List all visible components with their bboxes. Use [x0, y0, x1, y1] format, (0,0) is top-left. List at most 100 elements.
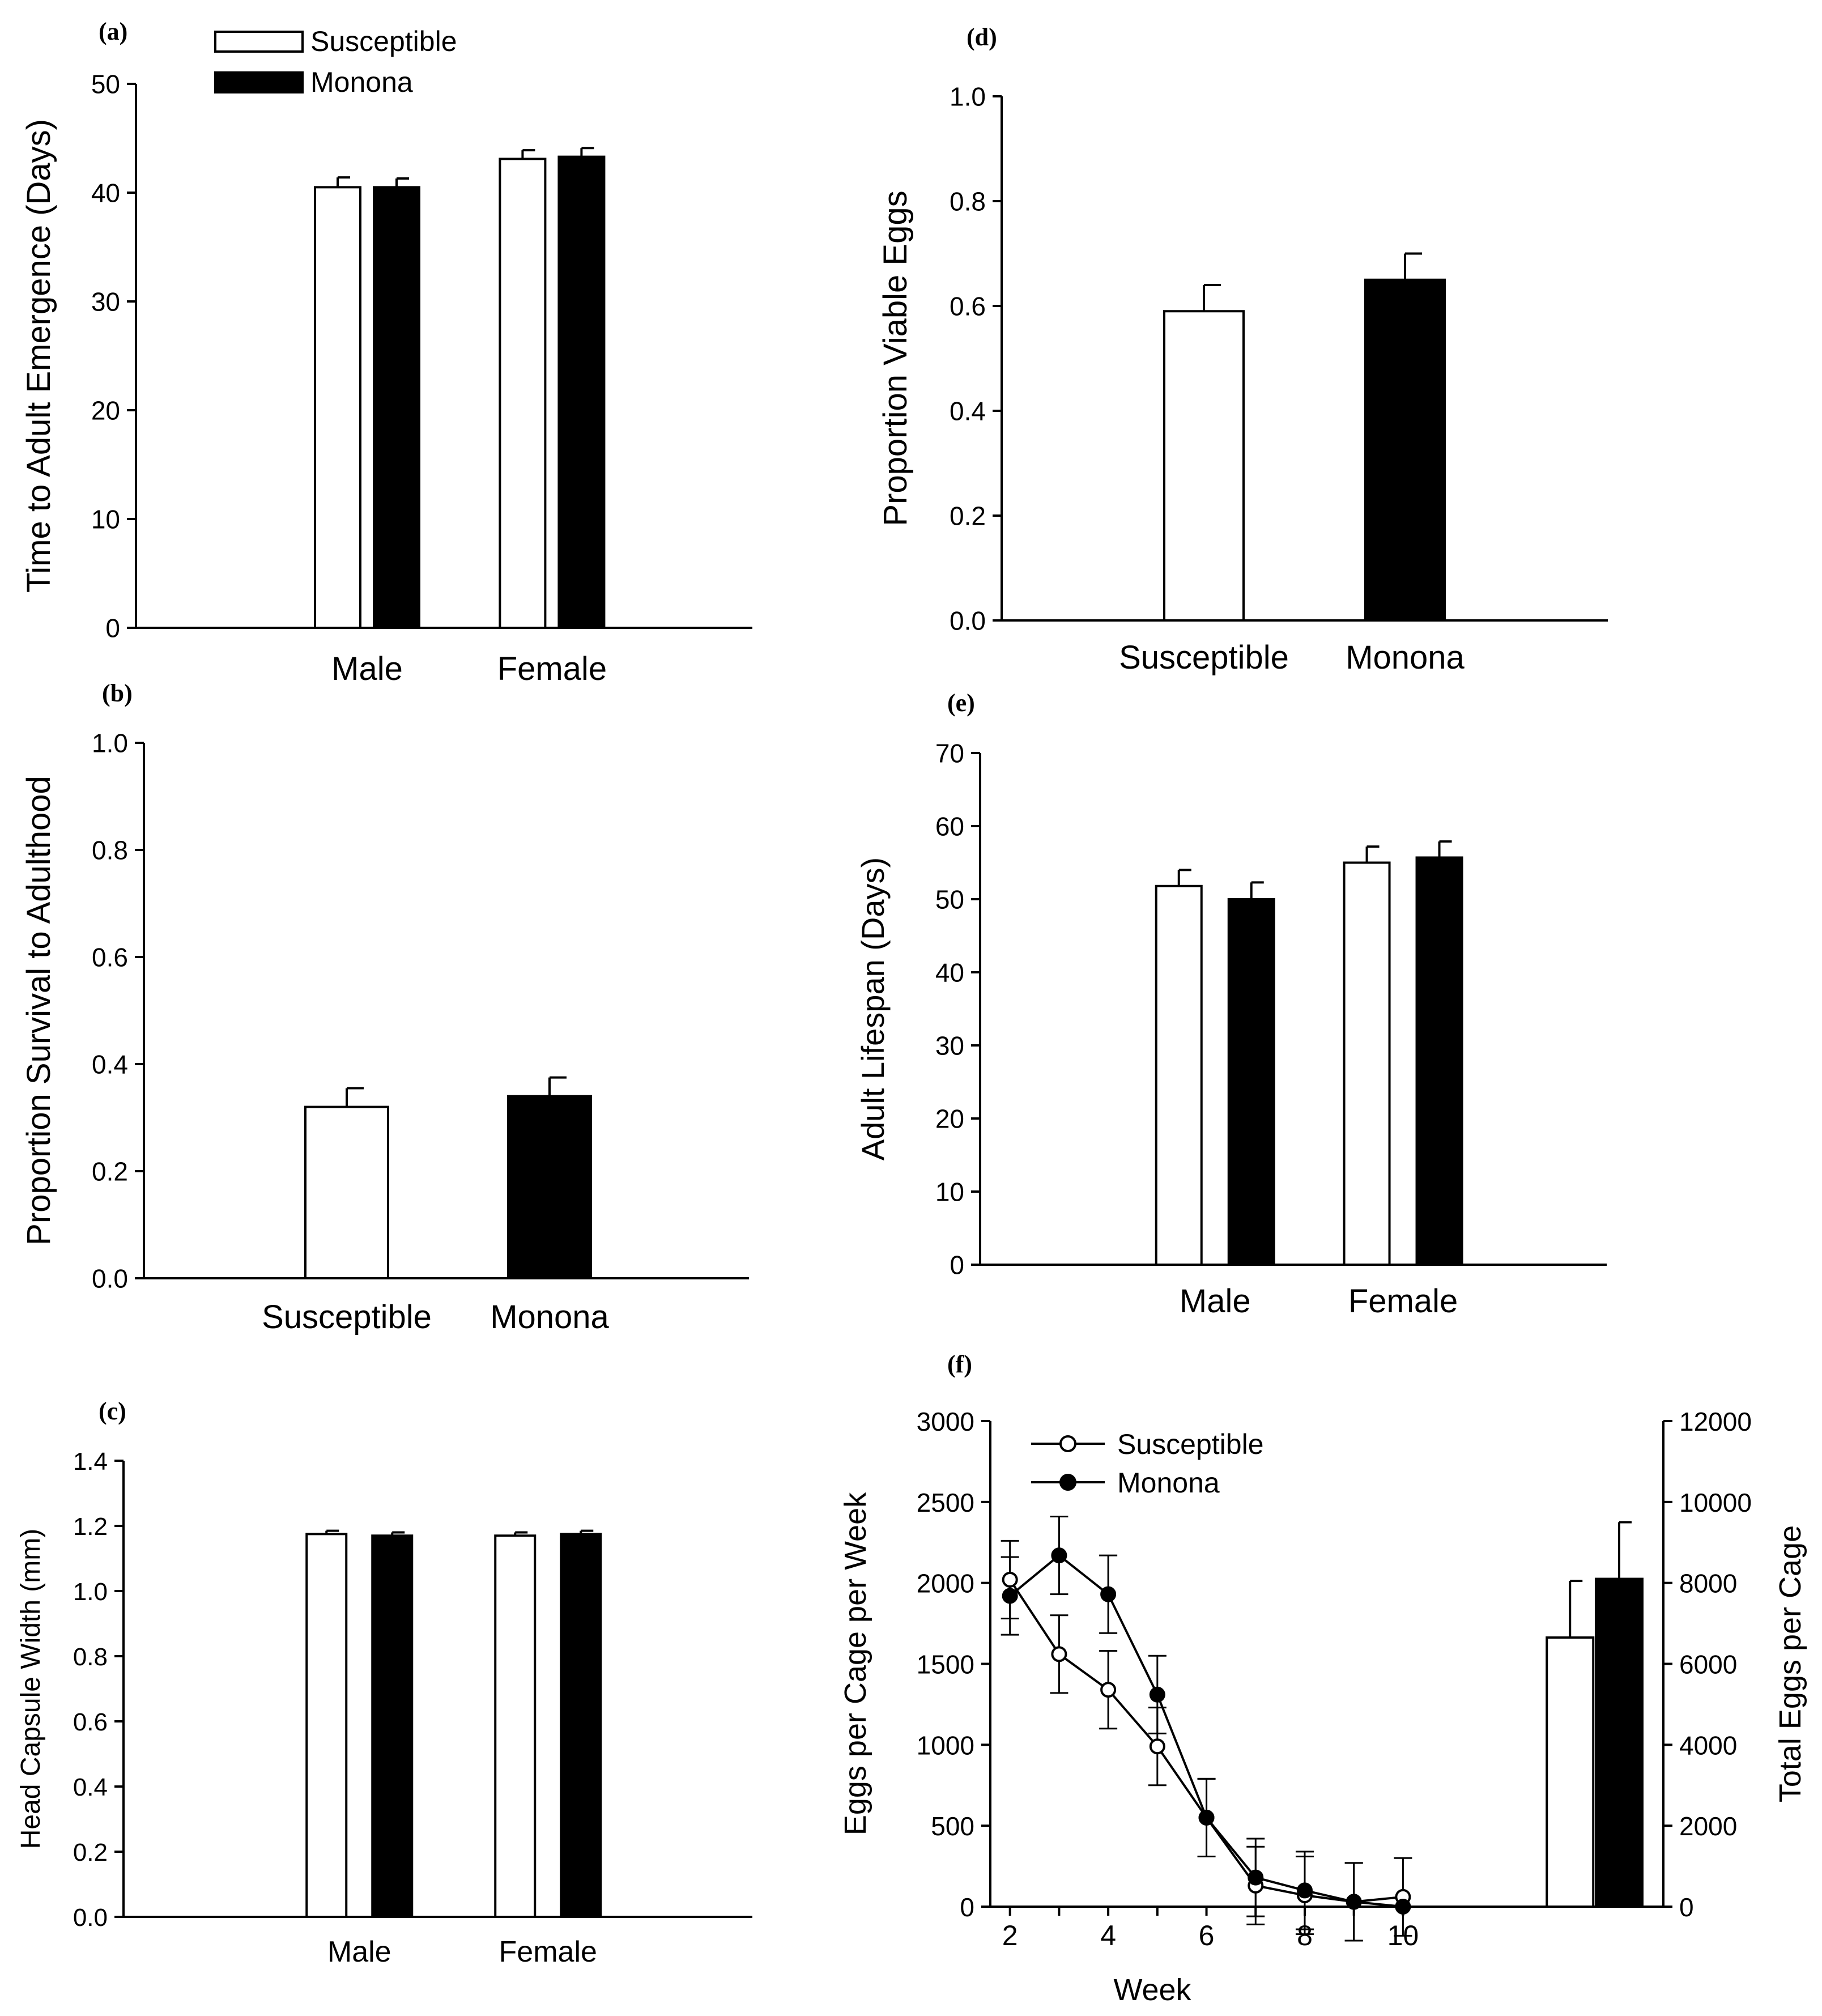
bar-susceptible	[305, 1533, 348, 1918]
chart-panel-f: 0 500 1000 1500 2000 2500 3000 0 2000 4000 6000 800…	[838, 1407, 1807, 2007]
category-label: Monona	[1346, 639, 1465, 676]
y-axis-label: Adult Lifespan (Days)	[855, 857, 891, 1160]
y-tick-label: 2500	[917, 1488, 974, 1517]
total-bar-susceptible	[1546, 1636, 1595, 1908]
data-point-monona	[1051, 1547, 1067, 1564]
category-label: Female	[1348, 1283, 1458, 1320]
category-label: Female	[499, 1936, 597, 1968]
bar-susceptible	[499, 158, 547, 630]
legend-marker-monona	[1059, 1474, 1076, 1491]
data-point-susceptible	[1051, 1646, 1067, 1662]
data-point-susceptible	[1100, 1682, 1117, 1698]
data-point-monona	[1100, 1586, 1117, 1602]
y-tick-label: 0.2	[73, 1839, 108, 1866]
category-label: Male	[1180, 1283, 1251, 1320]
y-tick-label: 50	[91, 70, 120, 99]
y-axis-label: Time to Adult Emergence (Days)	[20, 119, 57, 593]
y-tick-label: 0.6	[950, 292, 986, 321]
total-bar-monona	[1594, 1577, 1644, 1908]
panel-letter-b: (b)	[102, 679, 133, 707]
y-tick-label: 1000	[917, 1730, 974, 1760]
legend-label-susceptible: Susceptible	[310, 25, 457, 57]
category-label: Susceptible	[262, 1299, 432, 1336]
y2-axis-label: Total Eggs per Cage	[1773, 1525, 1807, 1802]
y-tick-label: 10	[935, 1177, 964, 1207]
legend-marker-susceptible	[1059, 1435, 1076, 1452]
bar-susceptible	[1343, 861, 1391, 1266]
y-tick-label: 1.4	[73, 1448, 108, 1475]
y2-tick-label: 0	[1679, 1892, 1694, 1922]
category-label: Male	[327, 1936, 391, 1968]
y-tick-label: 50	[935, 885, 964, 915]
y-tick-label: 0.0	[92, 1264, 128, 1294]
category-label: Susceptible	[1119, 639, 1289, 676]
y-tick-label: 500	[931, 1811, 974, 1841]
bar-monona	[507, 1095, 592, 1279]
data-point-monona	[1198, 1809, 1215, 1826]
y-tick-label: 0.4	[92, 1050, 128, 1079]
y-tick-label: 0	[105, 614, 120, 643]
line-legend: Susceptible Monona	[1031, 1428, 1264, 1499]
bar-monona	[557, 155, 606, 629]
y2-tick-label: 12000	[1679, 1407, 1752, 1436]
data-point-monona	[1395, 1899, 1411, 1915]
bar-susceptible	[494, 1534, 537, 1918]
y-tick-label: 40	[91, 178, 120, 208]
y-tick-label: 1.2	[73, 1513, 108, 1541]
y-axis-label: Head Capsule Width (mm)	[16, 1529, 46, 1849]
bar-susceptible	[314, 186, 361, 629]
data-point-monona	[1346, 1894, 1362, 1910]
y2-tick-label: 8000	[1679, 1569, 1737, 1598]
y2-tick-label: 6000	[1679, 1650, 1737, 1679]
y-tick-label: 30	[91, 287, 120, 317]
bar-monona	[560, 1533, 602, 1918]
y-tick-label: 10	[91, 505, 120, 534]
y-tick-label: 0.8	[92, 836, 128, 865]
y-tick-label: 1.0	[92, 729, 128, 758]
x-tick-label: 4	[1100, 1920, 1116, 1951]
chart-panel-b: 0.0 0.2 0.4 0.6 0.8 1.0 Proportion Survival to…	[20, 729, 749, 1336]
y-tick-label: 40	[935, 958, 964, 988]
y2-tick-label: 4000	[1679, 1730, 1737, 1760]
y-tick-label: 60	[935, 812, 964, 841]
legend-line-label-susceptible: Susceptible	[1117, 1428, 1264, 1460]
y-tick-label: 0.2	[950, 501, 986, 531]
data-point-monona	[1296, 1882, 1313, 1899]
legend-line-label-monona: Monona	[1117, 1467, 1220, 1499]
y2-tick-label: 10000	[1679, 1488, 1752, 1517]
bar-legend: Susceptible Monona	[214, 25, 457, 98]
y-tick-label: 70	[935, 739, 964, 768]
y-tick-label: 3000	[917, 1407, 974, 1436]
y-tick-label: 20	[935, 1104, 964, 1134]
bar-monona	[1364, 278, 1446, 622]
y-tick-label: 1.0	[73, 1578, 108, 1606]
x-tick-label: 2	[1002, 1920, 1018, 1951]
data-point-monona	[1002, 1588, 1018, 1604]
y-tick-label: 0.4	[73, 1773, 108, 1801]
chart-panel-c: 0.0 0.2 0.4 0.6 0.8 1.0 1.2 1.4 Head Capsule Wid…	[16, 1448, 752, 1968]
y-tick-label: 1500	[917, 1650, 974, 1679]
y-tick-label: 30	[935, 1031, 964, 1061]
x-tick-label: 6	[1199, 1920, 1215, 1951]
bar-monona	[371, 1534, 414, 1918]
y-tick-label: 0.8	[950, 187, 986, 216]
data-point-susceptible	[1149, 1738, 1165, 1755]
y-tick-label: 0.0	[950, 606, 986, 636]
y-tick-label: 0.0	[73, 1904, 108, 1932]
category-label: Monona	[490, 1299, 609, 1336]
panel-letter-f: (f)	[947, 1350, 972, 1378]
legend-swatch-monona	[214, 71, 304, 93]
y-tick-label: 0.4	[950, 397, 986, 426]
y-tick-label: 0	[950, 1251, 964, 1280]
data-point-monona	[1149, 1686, 1165, 1703]
y-axis-label: Proportion Viable Eggs	[877, 190, 914, 526]
bar-susceptible	[1155, 884, 1203, 1266]
y-tick-label: 1.0	[950, 82, 986, 112]
category-label: Male	[331, 650, 403, 687]
y2-tick-label: 2000	[1679, 1811, 1737, 1841]
y-tick-label: 0.6	[92, 943, 128, 972]
chart-panel-a: 0 10 20 30 40 50 Time to Adult Emergence (Days…	[20, 70, 752, 687]
legend-swatch-susceptible	[214, 31, 304, 53]
y-tick-label: 0	[960, 1892, 974, 1922]
